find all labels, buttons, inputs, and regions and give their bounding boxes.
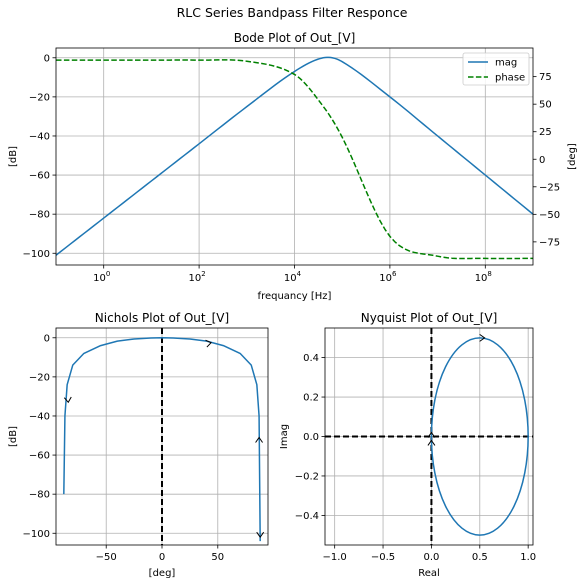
bode-right-y-tick-label: −25	[539, 182, 560, 193]
nichols-title: Nichols Plot of Out_[V]	[95, 311, 229, 325]
bode-x-label: frequancy [Hz]	[258, 291, 332, 302]
nyquist-title: Nyquist Plot of Out_[V]	[361, 311, 498, 325]
nichols-direction-arrow	[205, 339, 212, 348]
bode-y-tick-label: −100	[23, 249, 50, 260]
nyquist-x-tick-label: −0.5	[371, 552, 395, 563]
nyquist-direction-arrow	[427, 431, 436, 438]
nyquist-y-label: Imag	[279, 424, 290, 449]
nichols-direction-arrow	[256, 531, 265, 539]
bode-frame	[55, 47, 534, 266]
nichols-y-tick-label: −100	[23, 529, 50, 540]
bode-x-tick-label: 100	[93, 270, 110, 284]
bode-right-y-tick-label: 0	[539, 155, 545, 166]
nichols-curve	[63, 337, 261, 542]
nyquist-frame	[324, 327, 534, 546]
bode-right-y-tick-label: 25	[539, 127, 552, 138]
bode-legend-label-phase: phase	[495, 73, 525, 84]
nyquist-plot: −1.0 −0.5 0.0 0.5 1.0 0.4 0.2 0.0 −0.2 −0.4 Nyquis…	[279, 311, 536, 579]
bode-right-y-tick-label: 75	[539, 72, 552, 83]
bode-x-tick-label: 108	[475, 270, 492, 284]
nyquist-x-tick-label: −1.0	[323, 552, 347, 563]
bode-right-y-tick-label: 50	[539, 100, 552, 111]
bode-y-tick-label: −40	[29, 131, 50, 142]
nyquist-y-tick-label: 0.2	[303, 393, 319, 404]
nichols-direction-arrow	[63, 396, 72, 404]
nyquist-y-tick-label: 0.4	[303, 353, 319, 364]
figure-title: RLC Series Bandpass Filter Responce	[177, 5, 408, 20]
nyquist-x-label: Real	[418, 568, 440, 579]
bode-right-y-label: [deg]	[567, 143, 578, 170]
nyquist-x-tick-label: 1.0	[520, 552, 536, 563]
nichols-plot: −50 0 50 0 −20 −40 −60 −80 −100 Nichols Plot of O…	[8, 311, 269, 579]
nyquist-direction-arrow	[479, 333, 486, 342]
nyquist-curve	[430, 337, 529, 536]
nichols-x-label: [deg]	[149, 568, 176, 579]
bode-right-y-tick-label: −75	[539, 237, 560, 248]
bode-right-y-tick-label: −50	[539, 210, 560, 221]
nichols-y-tick-label: −40	[29, 411, 50, 422]
nyquist-y-tick-label: 0.0	[303, 432, 319, 443]
nyquist-x-tick-label: 0.0	[423, 552, 439, 563]
nichols-direction-arrow	[255, 436, 263, 443]
bode-y-tick-label: −20	[29, 92, 50, 103]
nyquist-y-tick-label: −0.4	[295, 511, 319, 522]
nichols-y-tick-label: 0	[44, 333, 50, 344]
bode-series-mag	[55, 56, 534, 256]
bode-title: Bode Plot of Out_[V]	[234, 31, 356, 45]
nichols-x-tick-label: 50	[211, 552, 224, 563]
nichols-y-tick-label: −20	[29, 372, 50, 383]
nichols-x-tick-label: 0	[159, 552, 165, 563]
bode-x-tick-label: 106	[379, 270, 397, 284]
nyquist-x-tick-label: 0.5	[472, 552, 488, 563]
bode-y-tick-label: −80	[29, 210, 50, 221]
nyquist-y-tick-label: −0.2	[295, 471, 319, 482]
nyquist-direction-arrow	[427, 439, 436, 446]
nichols-x-tick-label: −50	[96, 552, 117, 563]
bode-y-label: [dB]	[8, 146, 19, 167]
bode-legend-label-mag: mag	[495, 58, 517, 69]
nichols-y-tick-label: −60	[29, 451, 50, 462]
bode-plot: 100 102 104 106 108 0 −20 −40 −60 −80 −100 75 50 25 0 −…	[8, 31, 578, 302]
nichols-y-label: [dB]	[8, 426, 19, 447]
nichols-frame	[55, 327, 269, 546]
bode-series-phase	[56, 59, 534, 260]
bode-x-tick-label: 104	[284, 270, 302, 284]
bode-y-tick-label: −60	[29, 171, 50, 182]
bode-y-tick-label: 0	[44, 53, 50, 64]
nichols-y-tick-label: −80	[29, 490, 50, 501]
bode-x-tick-label: 102	[188, 270, 205, 284]
